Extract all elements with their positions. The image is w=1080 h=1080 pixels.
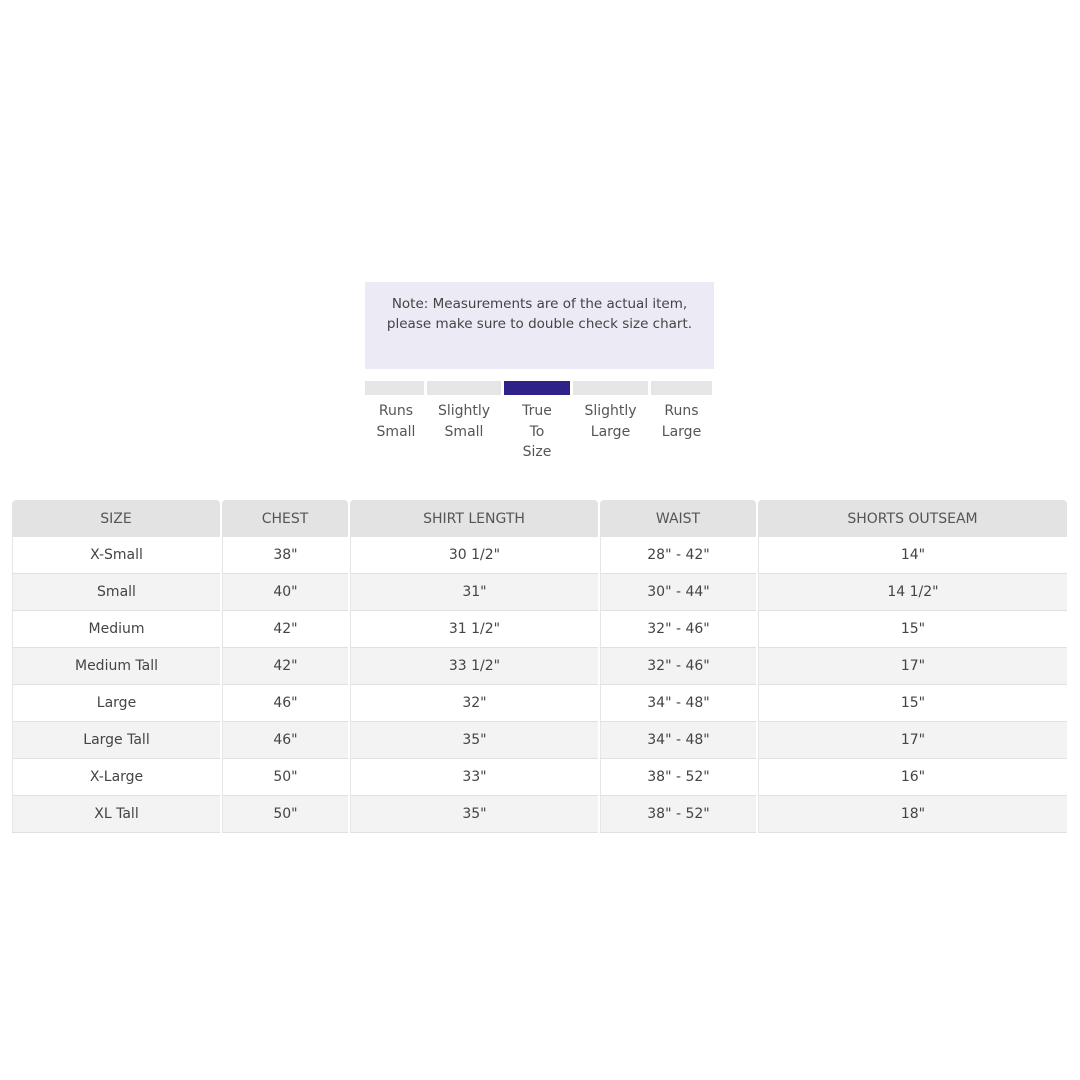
header-size: SIZE (12, 500, 220, 537)
table-row: Large 46" 32" 34" - 48" 15" (12, 685, 1067, 722)
table-header-row: SIZE CHEST SHIRT LENGTH WAIST SHORTS OUT… (12, 500, 1067, 537)
cell-shorts-outseam: 15" (758, 685, 1067, 722)
cell-shorts-outseam: 17" (758, 722, 1067, 759)
cell-size: Small (12, 574, 220, 611)
fit-segment-slightly-large (573, 381, 648, 395)
cell-size: Large Tall (12, 722, 220, 759)
table-row: Small 40" 31" 30" - 44" 14 1/2" (12, 574, 1067, 611)
table-row: Medium 42" 31 1/2" 32" - 46" 15" (12, 611, 1067, 648)
cell-shirt-length: 31 1/2" (350, 611, 598, 648)
cell-shirt-length: 33 1/2" (350, 648, 598, 685)
fit-segment-runs-large (651, 381, 712, 395)
table-row: Medium Tall 42" 33 1/2" 32" - 46" 17" (12, 648, 1067, 685)
cell-chest: 42" (222, 611, 348, 648)
header-chest: CHEST (222, 500, 348, 537)
cell-size: Large (12, 685, 220, 722)
cell-size: Medium Tall (12, 648, 220, 685)
cell-shirt-length: 35" (350, 796, 598, 833)
cell-shorts-outseam: 17" (758, 648, 1067, 685)
fit-segment-runs-small (365, 381, 424, 395)
cell-chest: 50" (222, 796, 348, 833)
table-row: Large Tall 46" 35" 34" - 48" 17" (12, 722, 1067, 759)
cell-chest: 50" (222, 759, 348, 796)
fit-label: Runs Small (376, 403, 416, 440)
cell-size: X-Large (12, 759, 220, 796)
table-row: X-Large 50" 33" 38" - 52" 16" (12, 759, 1067, 796)
size-chart-table: SIZE CHEST SHIRT LENGTH WAIST SHORTS OUT… (10, 500, 1069, 833)
cell-shorts-outseam: 16" (758, 759, 1067, 796)
cell-shorts-outseam: 14 1/2" (758, 574, 1067, 611)
cell-waist: 30" - 44" (600, 574, 756, 611)
cell-shorts-outseam: 14" (758, 537, 1067, 574)
cell-shorts-outseam: 15" (758, 611, 1067, 648)
cell-shirt-length: 33" (350, 759, 598, 796)
table-row: XL Tall 50" 35" 38" - 52" 18" (12, 796, 1067, 833)
fit-label: Slightly Small (437, 403, 491, 440)
cell-waist: 32" - 46" (600, 648, 756, 685)
cell-waist: 34" - 48" (600, 722, 756, 759)
cell-chest: 46" (222, 722, 348, 759)
fit-label: Runs Large (661, 403, 702, 440)
cell-waist: 38" - 52" (600, 796, 756, 833)
cell-chest: 38" (222, 537, 348, 574)
cell-waist: 34" - 48" (600, 685, 756, 722)
header-shorts-outseam: SHORTS OUTSEAM (758, 500, 1067, 537)
cell-chest: 46" (222, 685, 348, 722)
cell-shorts-outseam: 18" (758, 796, 1067, 833)
cell-shirt-length: 32" (350, 685, 598, 722)
cell-waist: 38" - 52" (600, 759, 756, 796)
cell-size: X-Small (12, 537, 220, 574)
cell-chest: 40" (222, 574, 348, 611)
fit-segment-slightly-small (427, 381, 501, 395)
fit-label: True To Size (522, 403, 552, 460)
cell-shirt-length: 31" (350, 574, 598, 611)
table-row: X-Small 38" 30 1/2" 28" - 42" 14" (12, 537, 1067, 574)
fit-segment-true-to-size (504, 381, 570, 395)
cell-size: Medium (12, 611, 220, 648)
cell-waist: 28" - 42" (600, 537, 756, 574)
fit-label: Slightly Large (584, 403, 637, 440)
cell-waist: 32" - 46" (600, 611, 756, 648)
cell-shirt-length: 30 1/2" (350, 537, 598, 574)
cell-chest: 42" (222, 648, 348, 685)
cell-size: XL Tall (12, 796, 220, 833)
measurement-note: Note: Measurements are of the actual ite… (365, 282, 714, 369)
cell-shirt-length: 35" (350, 722, 598, 759)
header-shirt-length: SHIRT LENGTH (350, 500, 598, 537)
header-waist: WAIST (600, 500, 756, 537)
